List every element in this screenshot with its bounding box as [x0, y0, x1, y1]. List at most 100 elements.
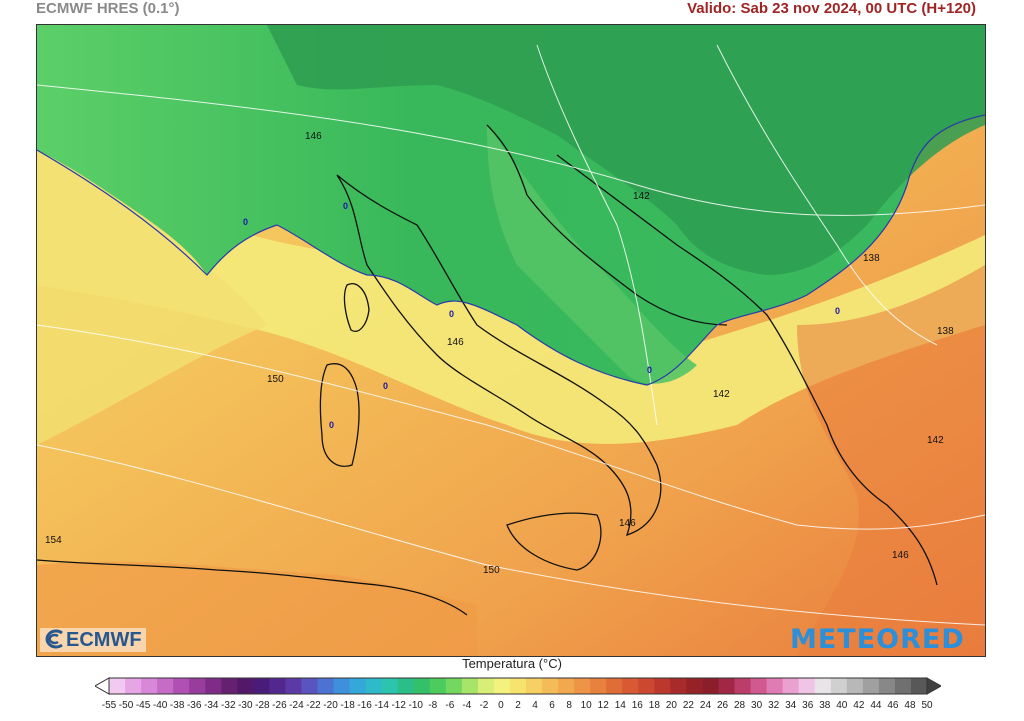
colorbar-tick-label: -16: [357, 700, 372, 711]
colorbar-tick-label: -26: [272, 700, 287, 711]
contour-label: 142: [713, 389, 730, 400]
colorbar-tick-label: -20: [323, 700, 338, 711]
colorbar-swatch: [333, 678, 350, 694]
colorbar-swatch: [542, 678, 559, 694]
colorbar-swatch: [301, 678, 318, 694]
colorbar-swatch: [221, 678, 238, 694]
colorbar-tick-label: -45: [135, 700, 151, 711]
colorbar-tick-label: -32: [221, 700, 236, 711]
colorbar-tick-label: 24: [699, 700, 712, 711]
colorbar-swatch: [606, 678, 623, 694]
contour-label: 146: [892, 550, 909, 561]
sardinia: [319, 363, 360, 467]
colorbar-tick-label: -14: [374, 700, 389, 711]
colorbar-tick-label: 34: [785, 700, 797, 711]
colorbar-swatch: [590, 678, 607, 694]
colorbar-swatch: [205, 678, 222, 694]
contour-label: 146: [447, 337, 464, 348]
colorbar-swatch: [365, 678, 383, 694]
colorbar-swatch: [173, 678, 190, 694]
colorbar-outline: [108, 677, 928, 695]
colorbar-swatch: [750, 678, 768, 694]
colorbar-swatch: [622, 678, 639, 694]
colorbar-swatch: [157, 678, 174, 694]
africa-land: [37, 561, 477, 656]
colorbar-tick-label: 22: [682, 700, 694, 711]
colorbar-swatch: [718, 678, 735, 694]
ecmwf-logo-text: ECMWF: [66, 629, 142, 651]
greece-land: [797, 265, 985, 656]
colorbar-tick-label: 4: [532, 700, 538, 711]
valid-time: Valido: Sab 23 nov 2024, 00 UTC (H+120): [687, 0, 976, 17]
ecmwf-logo: ECMWF: [40, 628, 146, 652]
colorbar-swatch: [429, 678, 447, 694]
colorbar-swatch: [702, 678, 719, 694]
zero-isotherm-label: 0: [243, 217, 248, 227]
colorbar-swatch: [237, 678, 254, 694]
model-title: ECMWF HRES (0.1°): [36, 0, 180, 17]
contour-label: 146: [619, 518, 636, 529]
colorbar-swatch: [253, 678, 270, 694]
colorbar-tick-label: -22: [306, 700, 321, 711]
colorbar-swatch: [798, 678, 816, 694]
colorbar-swatch: [285, 678, 302, 694]
colorbar-swatch: [381, 678, 399, 694]
balkan-coast: [556, 154, 938, 586]
zero-isotherm: [37, 114, 985, 386]
colorbar-tick-label: -50: [118, 700, 134, 711]
zero-isotherm-label: 0: [449, 309, 454, 319]
colorbar-swatch: [109, 678, 126, 694]
colorbar-tick-label: 12: [597, 700, 609, 711]
colorbar-tick-label: 40: [836, 700, 848, 711]
colorbar-tick-label: -40: [152, 700, 168, 711]
colorbar-tick-label: 30: [751, 700, 763, 711]
colorbar-swatch: [526, 678, 543, 694]
colorbar-swatch: [189, 678, 206, 694]
colorbar-tick-label: 0: [498, 700, 504, 711]
colorbar-swatch: [894, 678, 912, 694]
colorbar: [95, 677, 941, 695]
colorbar-tick-label: 20: [665, 700, 677, 711]
sicily: [506, 512, 602, 571]
colorbar-ticks: -55 -50 -45 -40 -38 -36 -34 -32 -30 -28 -26 -24 -22-…: [0, 700, 1024, 714]
colorbar-swatch: [878, 678, 896, 694]
colorbar-swatch: [654, 678, 671, 694]
colorbar-tick-label: -24: [289, 700, 304, 711]
colorbar-tick-label: 48: [904, 700, 916, 711]
meteored-logo: METEORED: [790, 624, 965, 655]
colorbar-swatch: [558, 678, 575, 694]
colorbar-tick-label: 42: [853, 700, 865, 711]
colorbar-tick-label: 18: [648, 700, 660, 711]
colorbar-tick-label: -4: [462, 700, 472, 711]
colorbar-swatch: [493, 678, 511, 694]
contour-label: 138: [863, 253, 880, 264]
colorbar-swatch: [509, 678, 527, 694]
colorbar-tick-label: -12: [391, 700, 406, 711]
colorbar-swatch: [638, 678, 655, 694]
contour-label: 138: [937, 326, 954, 337]
zero-isotherm-label: 0: [647, 365, 652, 375]
colorbar-tick-label: -34: [204, 700, 219, 711]
colorbar-swatch: [574, 678, 591, 694]
colorbar-swatch: [317, 678, 334, 694]
colorbar-tick-label: -28: [255, 700, 270, 711]
colorbar-tick-label: 38: [819, 700, 831, 711]
contour-label: 142: [927, 435, 944, 446]
zero-isotherm-label: 0: [329, 420, 334, 430]
colorbar-swatch: [413, 678, 431, 694]
legend-title: Temperatura (°C): [462, 656, 562, 671]
colorbar-swatch: [461, 678, 479, 694]
colorbar-max-arrow: [926, 677, 941, 695]
contour-label: 142: [633, 191, 650, 202]
colorbar-swatch: [846, 678, 864, 694]
colorbar-tick-label: -2: [479, 700, 489, 711]
colorbar-swatch: [782, 678, 800, 694]
zero-isotherm-label: 0: [343, 201, 348, 211]
colorbar-tick-label: -18: [340, 700, 355, 711]
colorbar-swatch: [269, 678, 286, 694]
yellow-zone: [37, 145, 985, 444]
colorbar-tick-label: 10: [580, 700, 592, 711]
colorbar-tick-label: 2: [515, 700, 521, 711]
colorbar-tick-label: 26: [716, 700, 729, 711]
colorbar-tick-label: 14: [614, 700, 626, 711]
